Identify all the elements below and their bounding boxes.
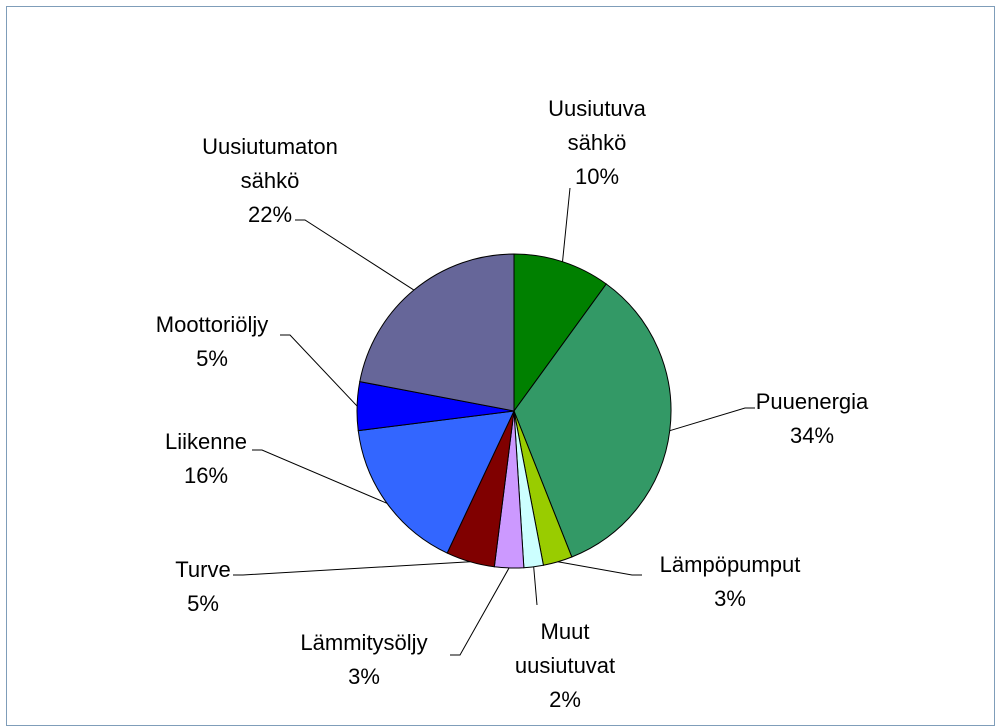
leader-line [233,561,471,576]
slice-name: Uusiutuva sähkö [548,96,646,155]
leader-line [669,407,755,432]
slice-value: 3% [714,586,746,611]
slice-value: 5% [196,346,228,371]
data-label: Puuenergia 34% [756,385,869,453]
data-label: Muut uusiutuvat 2% [515,615,615,717]
pie-slice [359,253,515,412]
slice-name: Turve [175,557,231,582]
data-label: Turve 5% [175,553,230,621]
leader-line [280,334,358,407]
leader-line [562,187,571,262]
leader-line [533,566,538,606]
pie-slice [357,410,515,554]
slice-name: Liikenne [165,429,247,454]
data-label: Lämpöpumput 3% [660,548,801,616]
data-label: Liikenne 16% [165,425,247,493]
slice-value: 16% [183,463,229,488]
data-label: Moottoriöljy 5% [156,308,268,376]
page: (() => { const data = JSON.parse(documen… [6,6,995,726]
slice-value: 34% [789,423,835,448]
slice-name: Muut uusiutuvat [514,619,616,678]
slice-name: Uusiutumaton sähkö [202,134,338,193]
leader-line [557,561,642,576]
pie-slice [513,283,672,558]
slice-name: Moottoriöljy [155,312,269,337]
leader-line [295,219,415,291]
slice-name: Puuenergia [755,389,869,414]
slice-name: Lämmitysöljy [300,630,428,655]
leader-line [252,449,388,504]
chart [233,187,755,656]
slice-name: Lämpöpumput [659,552,801,577]
slice-value: 22% [247,202,293,227]
slice-value: 3% [348,664,380,689]
data-label: Lämmitysöljy 3% [300,626,427,694]
data-label: Uusiutumaton sähkö 22% [202,130,338,232]
slice-value: 10% [574,164,620,189]
slice-value: 2% [549,687,581,712]
slice-value: 5% [187,591,219,616]
leader-line [450,567,510,656]
data-label: Uusiutuva sähkö 10% [548,92,646,194]
